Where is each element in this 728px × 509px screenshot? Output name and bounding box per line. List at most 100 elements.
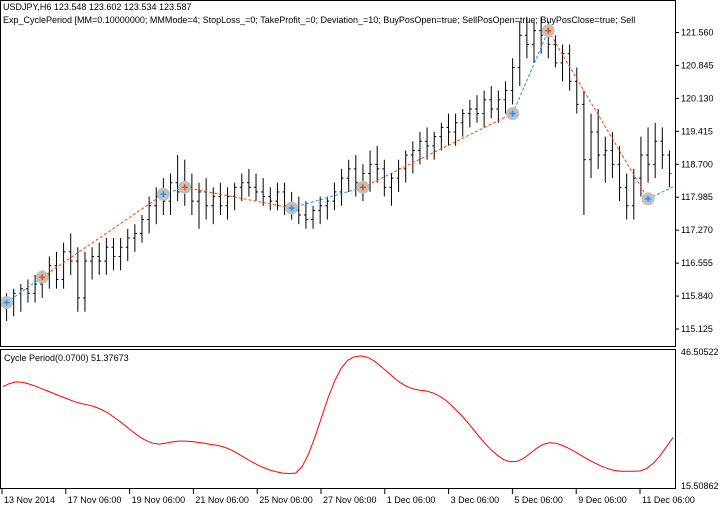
ohlc-bar <box>97 242 102 275</box>
ohlc-bar <box>346 159 351 192</box>
price-bars <box>4 16 672 321</box>
indicator-tick-label: 15.50862 <box>681 481 719 491</box>
time-tick-label: 5 Dec 06:00 <box>514 495 563 505</box>
symbol-info: USDJPY,H6 123.548 123.602 123.534 123.58… <box>3 2 192 12</box>
ohlc-bar <box>624 173 629 220</box>
ohlc-bar <box>311 205 316 229</box>
indicator-tick-label: 46.50522 <box>681 347 719 357</box>
ohlc-bar <box>125 228 130 262</box>
ohlc-bar <box>33 274 38 303</box>
trade-path-line <box>6 276 43 303</box>
trade-path-line <box>163 186 185 195</box>
ohlc-bar <box>61 242 66 289</box>
ohlc-bar <box>139 214 144 243</box>
ohlc-bar <box>368 150 373 192</box>
price-tick-label: 118.700 <box>681 159 713 169</box>
ohlc-bar <box>631 168 636 220</box>
ohlc-bar <box>524 16 529 59</box>
sell-signal-marker[interactable] <box>356 180 370 194</box>
time-tick-label: 25 Nov 06:00 <box>259 495 313 505</box>
ohlc-bar <box>75 247 80 312</box>
ohlc-bar <box>439 122 444 151</box>
ohlc-bar <box>382 159 387 197</box>
ohlc-bar <box>603 136 608 183</box>
price-pane[interactable] <box>0 16 674 321</box>
ohlc-bar <box>204 178 209 220</box>
sell-signal-marker[interactable] <box>541 24 555 38</box>
price-tick-label: 121.560 <box>681 27 714 37</box>
ohlc-bar <box>211 187 216 225</box>
ohlc-bar <box>268 187 273 211</box>
ohlc-bar <box>503 81 508 114</box>
time-tick-label: 21 Nov 06:00 <box>195 495 249 505</box>
ohlc-bar <box>660 127 665 169</box>
cycle-period-line <box>2 355 674 475</box>
ohlc-bar <box>482 90 487 128</box>
ohlc-bar <box>132 224 137 252</box>
ohlc-bar <box>460 108 465 137</box>
price-tick-label: 119.415 <box>681 126 713 136</box>
ohlc-bar <box>25 279 30 303</box>
buy-signal-marker[interactable] <box>506 107 520 121</box>
ohlc-bar <box>396 159 401 192</box>
ohlc-bar <box>168 173 173 215</box>
ohlc-bar <box>517 21 522 86</box>
buy-signal-marker[interactable] <box>641 192 655 206</box>
time-tick-label: 9 Dec 06:00 <box>578 495 627 505</box>
ohlc-bar <box>489 85 494 119</box>
time-tick-label: 11 Dec 06:00 <box>642 495 695 505</box>
ohlc-bar <box>189 173 194 215</box>
time-tick-label: 17 Nov 06:00 <box>68 495 122 505</box>
ohlc-bar <box>574 67 579 114</box>
ohlc-bar <box>90 247 95 280</box>
ohlc-bar <box>47 256 52 289</box>
ohlc-bar <box>432 132 437 160</box>
sell-signal-marker[interactable] <box>35 270 49 284</box>
ohlc-bar <box>225 187 230 220</box>
trade-path-line <box>184 186 292 209</box>
indicator-pane-frame <box>0 349 676 489</box>
price-axis: 121.560 120.845 120.130 119.415 118.700 117.9… <box>675 27 714 334</box>
price-tick-label: 115.840 <box>681 291 713 301</box>
time-axis: 13 Nov 2014 17 Nov 06:00 19 Nov 06:00 21 No… <box>1 489 695 505</box>
indicator-label: Cycle Period(0.0700) 51.37673 <box>4 353 129 363</box>
ohlc-bar <box>303 201 308 229</box>
trade-path-line <box>512 30 549 114</box>
sell-signal-marker[interactable] <box>178 180 192 194</box>
ohlc-bar <box>589 113 594 179</box>
ohlc-bar <box>261 178 266 206</box>
buy-signal-marker[interactable] <box>285 201 299 215</box>
ohlc-bar <box>111 238 116 271</box>
ohlc-bar <box>325 196 330 220</box>
ohlc-bar <box>118 238 123 271</box>
ohlc-bar <box>667 150 672 188</box>
ohlc-bar <box>175 155 180 202</box>
ohlc-bar <box>197 182 202 229</box>
price-tick-label: 116.555 <box>681 258 713 268</box>
price-pane-frame <box>0 0 676 347</box>
ohlc-bar <box>510 58 515 105</box>
ohlc-bar <box>553 35 558 68</box>
buy-signal-marker[interactable] <box>156 187 170 201</box>
ohlc-bar <box>496 90 501 123</box>
trade-path-line <box>362 113 513 188</box>
price-tick-label: 115.125 <box>681 324 713 334</box>
time-tick-label: 27 Nov 06:00 <box>323 495 377 505</box>
ohlc-bar <box>339 168 344 206</box>
indicator-pane[interactable] <box>2 355 674 475</box>
ohlc-bar <box>596 108 601 169</box>
ohlc-bar <box>275 182 280 211</box>
trade-path-line <box>547 30 649 200</box>
buy-signal-marker[interactable] <box>0 296 14 310</box>
price-tick-label: 117.985 <box>681 192 713 202</box>
ohlc-bar <box>68 233 73 275</box>
price-tick-label: 120.130 <box>681 93 714 103</box>
ohlc-bar <box>617 145 622 202</box>
ohlc-bar <box>254 173 259 202</box>
ohlc-bar <box>453 113 458 146</box>
ohlc-bar <box>332 182 337 211</box>
ohlc-bar <box>218 182 223 215</box>
time-tick-label: 1 Dec 06:00 <box>387 495 436 505</box>
time-tick-label: 3 Dec 06:00 <box>451 495 500 505</box>
